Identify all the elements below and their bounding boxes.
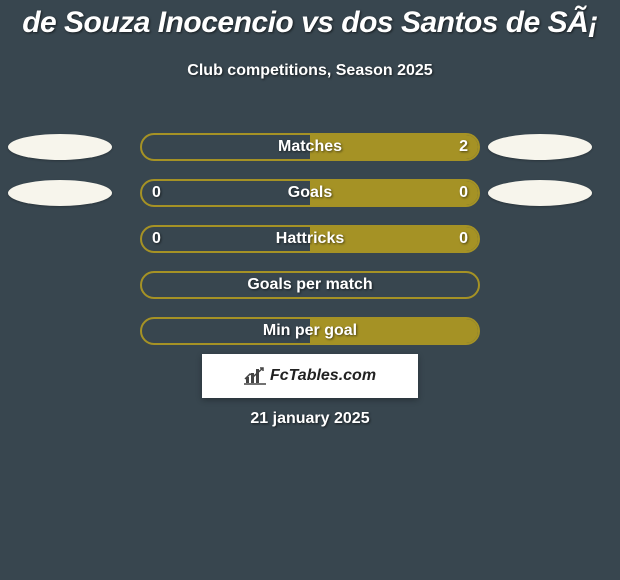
left-ellipse [8, 180, 112, 206]
stat-right-value: 0 [459, 184, 468, 202]
page-title: de Souza Inocencio vs dos Santos de SÃ¡ [0, 6, 620, 40]
source-logo-text: FcTables.com [270, 367, 376, 385]
stat-rows: Matches 2 Goals 0 0 Hattricks 0 0 Goals per matc… [0, 124, 620, 354]
subtitle: Club competitions, Season 2025 [0, 62, 620, 80]
right-ellipse [488, 134, 592, 160]
stat-bar-right-fill [310, 181, 478, 205]
source-logo-inner: FcTables.com [244, 367, 376, 385]
stat-right-value: 0 [459, 230, 468, 248]
stat-label: Matches [278, 138, 342, 156]
stat-bar: Goals per match [140, 271, 480, 299]
stat-bar: Min per goal [140, 317, 480, 345]
stat-row: Hattricks 0 0 [0, 216, 620, 262]
stat-label: Min per goal [263, 322, 357, 340]
stat-bar: Goals 0 0 [140, 179, 480, 207]
stat-left-value: 0 [152, 230, 161, 248]
date-label: 21 january 2025 [0, 410, 620, 428]
stat-row: Goals 0 0 [0, 170, 620, 216]
stat-row: Goals per match [0, 262, 620, 308]
stats-comparison-card: de Souza Inocencio vs dos Santos de SÃ¡ … [0, 0, 620, 580]
stat-label: Goals per match [247, 276, 372, 294]
stat-row: Min per goal [0, 308, 620, 354]
stat-row: Matches 2 [0, 124, 620, 170]
stat-label: Goals [288, 184, 332, 202]
stat-bar: Matches 2 [140, 133, 480, 161]
stat-label: Hattricks [276, 230, 344, 248]
bar-chart-icon [244, 367, 266, 385]
stat-left-value: 0 [152, 184, 161, 202]
left-ellipse [8, 134, 112, 160]
right-ellipse [488, 180, 592, 206]
source-logo: FcTables.com [202, 354, 418, 398]
stat-right-value: 2 [459, 138, 468, 156]
stat-bar: Hattricks 0 0 [140, 225, 480, 253]
